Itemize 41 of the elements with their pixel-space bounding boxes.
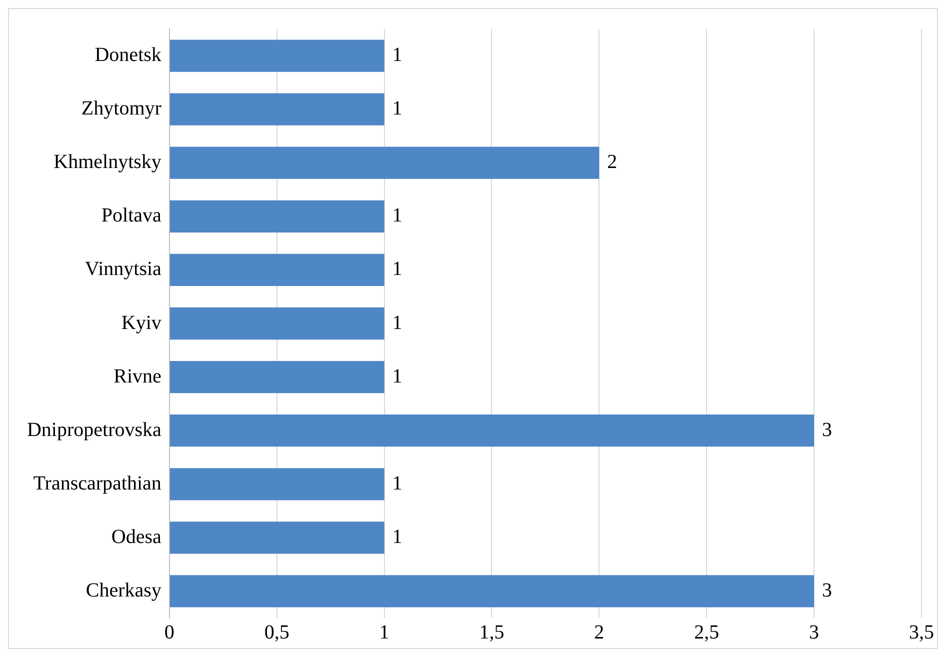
data-label: 1 — [392, 258, 402, 280]
x-tick-label: 3 — [809, 621, 820, 644]
x-tick-label: 1 — [379, 621, 390, 644]
data-label: 1 — [392, 526, 402, 548]
data-label: 3 — [822, 418, 832, 441]
data-label: 1 — [392, 365, 402, 388]
y-tick-label: Vinnytsia — [84, 258, 162, 280]
data-label: 1 — [392, 98, 402, 120]
bar — [170, 40, 384, 72]
bar — [170, 575, 814, 608]
data-label: 3 — [822, 579, 832, 602]
y-tick-label: Transcarpathian — [33, 472, 162, 494]
bar — [170, 146, 600, 179]
y-tick-label: Kyiv — [121, 312, 162, 334]
x-tick-label: 0 — [164, 621, 174, 644]
bar — [170, 522, 384, 554]
bar — [170, 200, 384, 232]
bar — [170, 307, 384, 340]
x-tick-label: 2 — [594, 621, 604, 644]
data-label: 2 — [607, 151, 618, 174]
x-tick-label: 0,5 — [264, 621, 290, 644]
bar — [170, 360, 384, 394]
data-label: 1 — [392, 312, 402, 334]
bar — [170, 93, 384, 126]
bar — [170, 468, 384, 500]
bar — [170, 254, 384, 286]
x-tick-label: 3,5 — [909, 621, 934, 644]
y-tick-label: Rivne — [114, 365, 162, 388]
x-tick-label: 2,5 — [694, 621, 720, 644]
data-label: 1 — [392, 44, 402, 66]
y-tick-label: Dnipropetrovska — [26, 418, 162, 441]
y-tick-label: Khmelnytsky — [54, 151, 162, 174]
data-label: 1 — [392, 472, 402, 494]
y-tick-label: Donetsk — [94, 44, 162, 66]
bar — [170, 414, 814, 447]
y-tick-label: Zhytomyr — [81, 98, 162, 120]
y-tick-label: Odesa — [111, 526, 162, 548]
x-tick-label: 1,5 — [479, 621, 504, 644]
y-tick-label: Cherkasy — [86, 579, 162, 602]
data-label: 1 — [392, 204, 402, 227]
y-tick-label: Poltava — [101, 204, 162, 227]
